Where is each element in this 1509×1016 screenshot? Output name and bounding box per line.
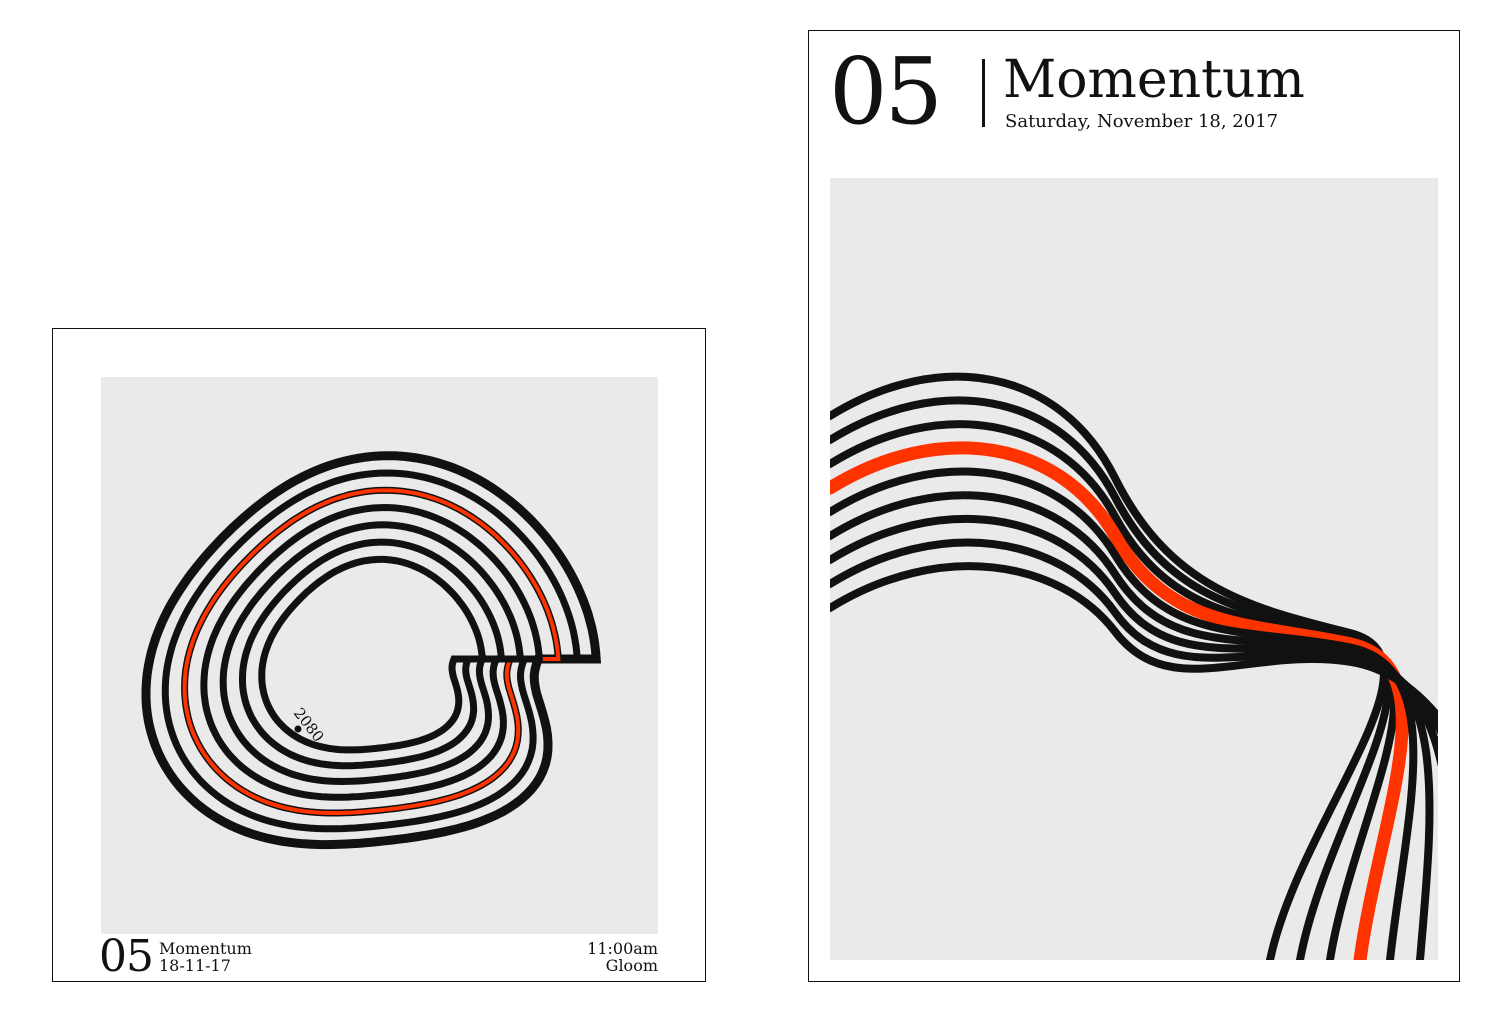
ribbon-stroke [830, 538, 1438, 736]
ribbon-stroke [830, 514, 1438, 768]
ring-stroke [239, 538, 506, 770]
ribbon-stroke [830, 467, 1418, 960]
poster-time: 11:00am [587, 939, 658, 958]
ribbon-stroke [830, 396, 1393, 960]
poster-square: 2080 05 Momentum 18-11-17 11:00am Gloom [52, 328, 706, 982]
accent-ring [182, 488, 561, 815]
square-artwork: 2080 [101, 377, 658, 934]
tall-artwork [830, 178, 1438, 960]
accent-ribbon [830, 441, 1409, 960]
marker-dot [294, 725, 302, 733]
ring-stroke [219, 521, 525, 786]
poster-number: 05 [99, 931, 154, 982]
ribbon-stroke [830, 372, 1388, 960]
poster-mood: Gloom [605, 956, 658, 975]
poster-date: Saturday, November 18, 2017 [1005, 111, 1279, 132]
poster-tall: 05 Momentum Saturday, November 18, 2017 [808, 30, 1460, 982]
ring-stroke [200, 503, 544, 801]
ring-stroke [161, 469, 581, 833]
poster-title: Momentum [1003, 50, 1305, 110]
ribbon-stroke [830, 491, 1434, 960]
ring-stroke [141, 451, 602, 850]
ring-stroke [258, 555, 487, 754]
wave-ribbons-graphic [830, 372, 1438, 960]
title-divider [982, 59, 985, 127]
poster-number: 05 [829, 38, 943, 145]
ribbon-stroke [830, 420, 1399, 960]
ribbon-stroke [830, 562, 1438, 724]
poster-title: Momentum [159, 939, 252, 958]
poster-date: 18-11-17 [159, 956, 231, 975]
loop-rings-graphic: 2080 [141, 451, 602, 850]
